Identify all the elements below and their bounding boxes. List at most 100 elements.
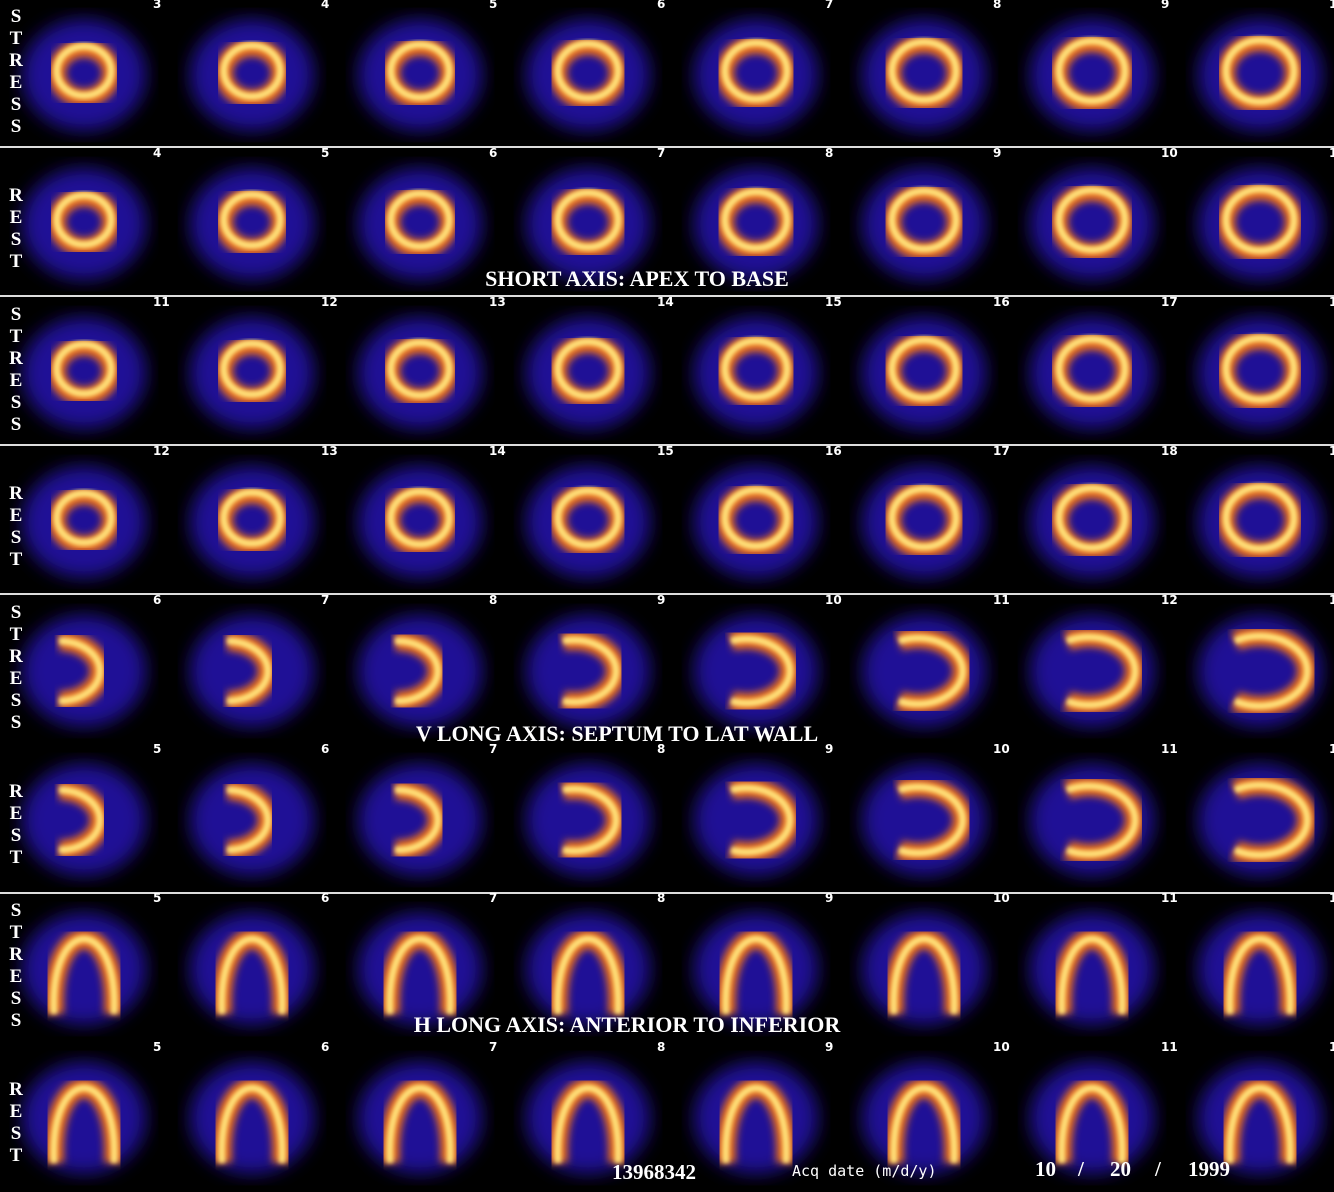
slice-number: 9 bbox=[825, 742, 834, 756]
slice-number: 18 bbox=[1161, 444, 1178, 458]
myocardium-hot bbox=[387, 488, 453, 548]
myocardium-hot bbox=[50, 935, 118, 1015]
background-uptake bbox=[358, 615, 482, 727]
slice-number: 5 bbox=[321, 146, 330, 160]
myocardium-hot bbox=[220, 488, 284, 548]
slice-number: 7 bbox=[825, 0, 834, 11]
myocardium-hot bbox=[386, 935, 454, 1015]
slice-number: 11 bbox=[1329, 146, 1334, 160]
background-uptake bbox=[862, 19, 986, 131]
slice-number: 14 bbox=[657, 295, 674, 309]
row-label: STRESS bbox=[9, 304, 23, 435]
myocardium-hot bbox=[721, 188, 791, 252]
slice-number: 9 bbox=[1161, 0, 1170, 11]
background-uptake bbox=[526, 168, 650, 280]
background-uptake bbox=[694, 764, 818, 876]
slice-number: 7 bbox=[489, 742, 498, 756]
myocardium-hot bbox=[1055, 335, 1129, 403]
row-label: STRESS bbox=[9, 900, 23, 1031]
background-uptake bbox=[862, 317, 986, 429]
slice-number: 6 bbox=[153, 593, 162, 607]
myocardium-hot bbox=[1055, 484, 1129, 552]
background-uptake bbox=[358, 168, 482, 280]
myocardium-hot bbox=[554, 935, 622, 1015]
myocardium-hot bbox=[1058, 1084, 1126, 1164]
slice-number: 16 bbox=[993, 295, 1010, 309]
background-uptake bbox=[694, 168, 818, 280]
myocardium-hot bbox=[730, 784, 794, 856]
section-title: H LONG AXIS: ANTERIOR TO INFERIOR bbox=[413, 1012, 841, 1037]
myocardium-hot bbox=[554, 338, 622, 400]
background-uptake bbox=[22, 466, 146, 578]
myocardium-hot bbox=[721, 39, 791, 103]
slice-number: 5 bbox=[153, 742, 162, 756]
myocardium-hot bbox=[386, 1084, 454, 1164]
myocardium-hot bbox=[1222, 185, 1298, 255]
background-uptake bbox=[190, 19, 314, 131]
background-uptake bbox=[358, 764, 482, 876]
slice-number: 6 bbox=[321, 1040, 330, 1054]
background-uptake bbox=[526, 764, 650, 876]
slice-number: 12 bbox=[1329, 742, 1334, 756]
background-uptake bbox=[694, 615, 818, 727]
slice-number: 3 bbox=[153, 0, 162, 11]
background-uptake bbox=[22, 764, 146, 876]
slice-number: 7 bbox=[321, 593, 330, 607]
background-uptake bbox=[190, 168, 314, 280]
myocardium-hot bbox=[554, 1084, 622, 1164]
background-uptake bbox=[190, 764, 314, 876]
myocardium-hot bbox=[226, 786, 272, 854]
background-uptake bbox=[862, 168, 986, 280]
myocardium-hot bbox=[58, 786, 104, 854]
date-day: 20 bbox=[1110, 1157, 1131, 1181]
row-label: STRESS bbox=[9, 602, 23, 733]
myocardium-hot bbox=[897, 783, 967, 857]
background-uptake bbox=[190, 466, 314, 578]
myocardium-hot bbox=[387, 41, 453, 101]
row-label: REST bbox=[9, 781, 23, 868]
myocardium-hot bbox=[218, 935, 286, 1015]
myocardium-hot bbox=[1222, 36, 1298, 106]
background-uptake bbox=[694, 317, 818, 429]
slice-number: 7 bbox=[489, 1040, 498, 1054]
acq-date-label: Acq date (m/d/y) bbox=[792, 1162, 937, 1180]
slice-number: 4 bbox=[321, 0, 330, 11]
patient-id: 13968342 bbox=[612, 1160, 696, 1184]
slice-number: 14 bbox=[489, 444, 506, 458]
slice-number: 8 bbox=[657, 742, 666, 756]
myocardium-hot bbox=[721, 337, 791, 401]
myocardium-hot bbox=[554, 40, 622, 102]
slice-number: 6 bbox=[657, 0, 666, 11]
slice-number: 17 bbox=[993, 444, 1010, 458]
myocardium-hot bbox=[888, 187, 960, 253]
row-label: REST bbox=[9, 1079, 23, 1166]
date-separator: / bbox=[1078, 1157, 1084, 1181]
myocardium-hot bbox=[58, 637, 104, 705]
slice-number: 7 bbox=[489, 891, 498, 905]
myocardium-hot bbox=[722, 1084, 790, 1164]
slice-number: 10 bbox=[993, 742, 1010, 756]
section-title: SHORT AXIS: APEX TO BASE bbox=[485, 266, 789, 291]
background-uptake bbox=[190, 317, 314, 429]
myocardium-hot bbox=[1226, 1084, 1294, 1164]
myocardium-hot bbox=[562, 785, 620, 855]
myocardium-hot bbox=[890, 935, 958, 1015]
background-uptake bbox=[358, 19, 482, 131]
background-uptake bbox=[358, 317, 482, 429]
row-label: REST bbox=[9, 483, 23, 570]
slice-number: 11 bbox=[1161, 742, 1178, 756]
background-uptake bbox=[694, 466, 818, 578]
date-month: 10 bbox=[1035, 1157, 1056, 1181]
section-title: V LONG AXIS: SEPTUM TO LAT WALL bbox=[415, 721, 819, 746]
slice-number: 6 bbox=[321, 742, 330, 756]
background-uptake bbox=[22, 615, 146, 727]
background-uptake bbox=[694, 19, 818, 131]
slice-number: 11 bbox=[1161, 1040, 1178, 1054]
date-separator: / bbox=[1155, 1157, 1161, 1181]
background-uptake bbox=[526, 19, 650, 131]
myocardium-hot bbox=[1065, 633, 1139, 709]
background-uptake bbox=[862, 466, 986, 578]
myocardium-hot bbox=[226, 637, 272, 705]
slice-number: 18 bbox=[1329, 295, 1334, 309]
